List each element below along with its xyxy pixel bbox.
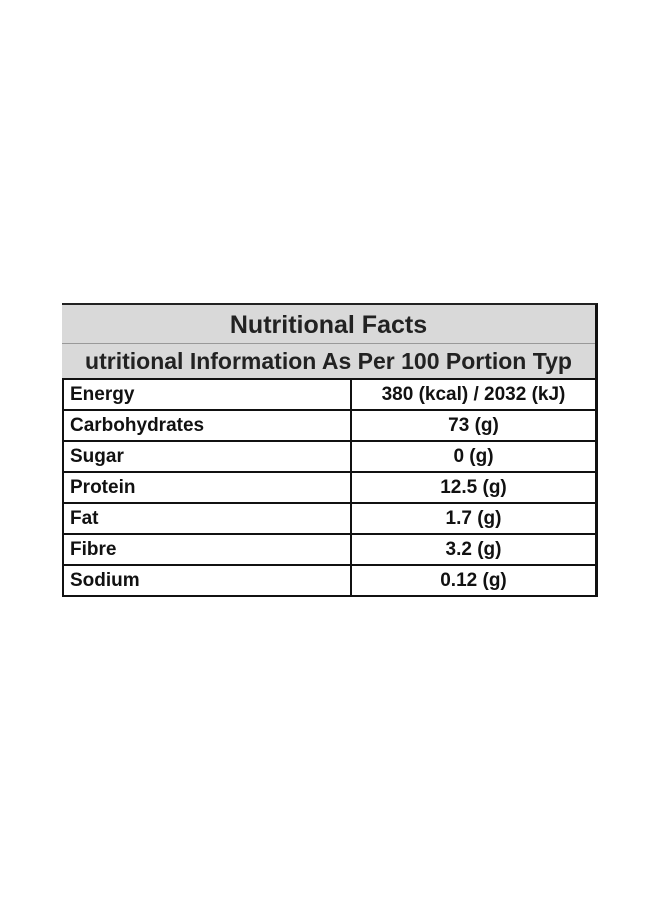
nutrient-name: Energy <box>62 380 352 409</box>
table-row: Protein 12.5 (g) <box>62 473 595 504</box>
nutrient-name: Sugar <box>62 442 352 471</box>
nutrient-name: Carbohydrates <box>62 411 352 440</box>
nutrient-value: 380 (kcal) / 2032 (kJ) <box>381 384 566 405</box>
nutrient-value: 1.7 (g) <box>445 508 502 529</box>
table-row: Sugar 0 (g) <box>62 442 595 473</box>
nutrient-value: 3.2 (g) <box>445 539 502 560</box>
table-row: Carbohydrates 73 (g) <box>62 411 595 442</box>
table-row: Energy 380 (kcal) / 2032 (kJ) <box>62 380 595 411</box>
table-body: Energy 380 (kcal) / 2032 (kJ) Carbohydrate… <box>62 380 595 595</box>
nutrient-value: 0 (g) <box>453 446 494 467</box>
nutrient-name: Sodium <box>62 566 352 595</box>
table-subtitle: utritional Information As Per 100 Portio… <box>62 344 595 380</box>
nutrient-value: 0.12 (g) <box>440 570 507 591</box>
table-row: Fibre 3.2 (g) <box>62 535 595 566</box>
nutrient-value: 73 (g) <box>448 415 499 436</box>
nutrient-name: Protein <box>62 473 352 502</box>
table-title: Nutritional Facts <box>62 305 595 344</box>
nutrient-name: Fibre <box>62 535 352 564</box>
nutrition-table: Nutritional Facts utritional Information… <box>62 303 598 597</box>
nutrient-name: Fat <box>62 504 352 533</box>
nutrient-value: 12.5 (g) <box>440 477 507 498</box>
table-row: Fat 1.7 (g) <box>62 504 595 535</box>
table-row: Sodium 0.12 (g) <box>62 566 595 595</box>
